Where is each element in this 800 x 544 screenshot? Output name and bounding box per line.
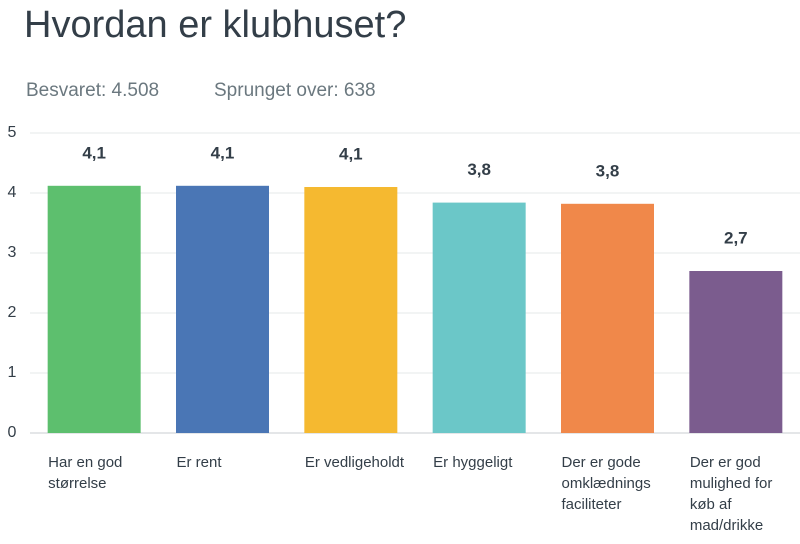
- x-tick-label: Er hyggeligt: [433, 454, 513, 471]
- x-tick-label: Der er gode omklædnings faciliteter: [561, 454, 651, 513]
- value-label: 4,1: [82, 143, 106, 162]
- value-label: 3,8: [596, 161, 620, 180]
- bar: [304, 187, 398, 433]
- value-label: 2,7: [724, 228, 748, 247]
- y-tick-label: 5: [8, 124, 17, 141]
- x-tick-label: Har en god størrelse: [48, 454, 123, 492]
- y-tick-label: 2: [8, 304, 17, 321]
- y-tick-label: 0: [8, 424, 17, 441]
- bar: [47, 185, 141, 433]
- y-tick-label: 4: [8, 184, 17, 201]
- x-tick-label: Er vedligeholdt: [304, 454, 405, 471]
- y-tick-label: 1: [8, 364, 17, 381]
- x-tick-label: Er rent: [176, 454, 222, 471]
- bar: [561, 203, 654, 433]
- value-label: 4,1: [211, 143, 235, 162]
- answered-count: Besvaret: 4.508: [26, 80, 160, 101]
- skipped-count: Sprunget over: 638: [214, 80, 376, 101]
- chart-title: Hvordan er klubhuset?: [24, 4, 407, 46]
- value-label: 4,1: [339, 144, 363, 163]
- y-tick-label: 3: [8, 244, 17, 261]
- bar: [176, 185, 269, 433]
- bar: [689, 271, 783, 433]
- x-tick-label: Der er god mulighed for køb af mad/drikk…: [689, 454, 773, 534]
- bar: [432, 202, 526, 433]
- value-label: 3,8: [467, 160, 491, 179]
